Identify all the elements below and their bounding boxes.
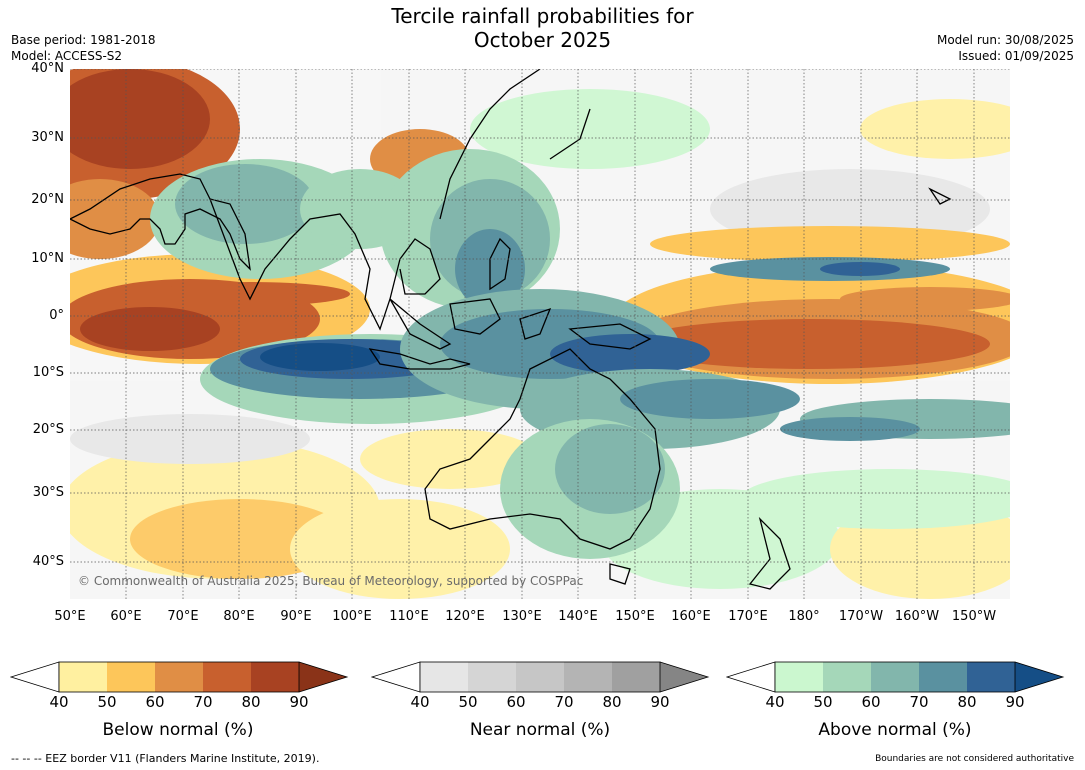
issued-date: Issued: 01/09/2025 [958, 49, 1074, 63]
eez-border-note: -- -- -- EEZ border V11 (Flanders Marine… [11, 752, 320, 765]
colorbar-tick: 70 [554, 693, 574, 711]
meta-left: Base period: 1981-2018 Model: ACCESS-S2 [11, 32, 156, 64]
lon-label: 180° [788, 609, 820, 624]
colorbar-swatch [775, 662, 823, 692]
lat-label: 10°S [32, 365, 64, 380]
gridlines [70, 69, 1010, 599]
colorbar-tick: 50 [458, 693, 478, 711]
copyright-notice: © Commonwealth of Australia 2025, Bureau… [78, 574, 584, 588]
colorbar-swatch [107, 662, 155, 692]
map-canvas [70, 69, 1010, 599]
colorbar-title-below: Below normal (%) [102, 720, 254, 740]
colorbar-tick: 80 [602, 693, 622, 711]
title-line-2: October 2025 [473, 28, 612, 52]
colorbar-tick: 40 [49, 693, 69, 711]
lon-label: 50°E [54, 609, 86, 624]
model-name: Model: ACCESS-S2 [11, 49, 123, 63]
colorbar-swatch [516, 662, 564, 692]
colorbar-swatch [871, 662, 919, 692]
colorbar-tick: 90 [289, 693, 309, 711]
colorbar-tick: 40 [410, 693, 430, 711]
colorbar-swatch [919, 662, 967, 692]
colorbar-above-swatches [726, 661, 1065, 693]
lat-label: 30°N [31, 130, 64, 145]
colorbar-swatch [612, 662, 660, 692]
colorbar-tick: 40 [765, 693, 785, 711]
lon-label: 170°E [728, 609, 768, 624]
base-period: Base period: 1981-2018 [11, 33, 156, 47]
lon-label: 90°E [280, 609, 312, 624]
wet-patches-pacific [710, 257, 1010, 441]
dry-band-pacific [610, 226, 1010, 384]
colorbar-end-arrow-right [299, 662, 347, 692]
probability-map [70, 69, 1010, 599]
map-title: Tercile rainfall probabilities for Octob… [0, 4, 1085, 52]
colorbar-near-swatches [371, 661, 710, 693]
model-run: Model run: 30/08/2025 [936, 33, 1074, 47]
colorbar-tick: 60 [861, 693, 881, 711]
colorbar-end-arrow-right [1015, 662, 1063, 692]
colorbar-tick: 50 [97, 693, 117, 711]
lon-label: 170°W [838, 609, 884, 624]
meta-right: Model run: 30/08/2025 Issued: 01/09/2025 [937, 32, 1074, 64]
colorbar-swatch [155, 662, 203, 692]
lat-label: 30°S [32, 485, 64, 500]
colorbar-swatch [203, 662, 251, 692]
lon-label: 130°E [502, 609, 542, 624]
lon-label: 80°E [223, 609, 255, 624]
lon-label: 150°W [951, 609, 997, 624]
colorbar-swatch [59, 662, 107, 692]
colorbar-tick: 90 [1005, 693, 1025, 711]
colorbar-below-swatches [10, 661, 349, 693]
colorbar-tick: 70 [909, 693, 929, 711]
colorbar-swatch [967, 662, 1015, 692]
colorbar-swatch [251, 662, 299, 692]
colorbar-end-arrow-left [371, 661, 421, 693]
coastlines [70, 69, 952, 590]
colorbar-end-arrow-left [726, 661, 776, 693]
lat-label: 40°S [32, 554, 64, 569]
colorbar-end-arrow-right [660, 662, 708, 692]
colorbar-title-near: Near normal (%) [469, 720, 611, 740]
colorbar-swatch [564, 662, 612, 692]
dry-band-equatorial-indian [70, 254, 370, 364]
lon-label: 150°E [615, 609, 655, 624]
colorbar-tick: 80 [957, 693, 977, 711]
colorbar-swatch [823, 662, 871, 692]
lat-label: 0° [49, 308, 64, 323]
lon-label: 70°E [167, 609, 199, 624]
colorbar-end-arrow-left [10, 661, 60, 693]
lon-label: 100°E [332, 609, 372, 624]
colorbar-title-above: Above normal (%) [818, 720, 972, 740]
lat-label: 20°N [31, 192, 64, 207]
lon-label: 120°E [445, 609, 485, 624]
lon-label: 160°W [894, 609, 940, 624]
title-line-1: Tercile rainfall probabilities for [391, 4, 694, 28]
lon-label: 140°E [558, 609, 598, 624]
boundary-disclaimer: Boundaries are not considered authoritat… [875, 754, 1074, 764]
lat-label: 20°S [32, 422, 64, 437]
lon-label: 60°E [110, 609, 142, 624]
colorbar-tick: 60 [506, 693, 526, 711]
lon-label: 110°E [389, 609, 429, 624]
colorbar-swatch [420, 662, 468, 692]
lon-label: 160°E [671, 609, 711, 624]
colorbar-tick: 90 [650, 693, 670, 711]
lat-label: 10°N [31, 251, 64, 266]
colorbar-tick: 50 [813, 693, 833, 711]
wet-region-australia [500, 419, 680, 559]
dry-region-northwest [70, 69, 240, 259]
colorbar-tick: 80 [241, 693, 261, 711]
colorbar-swatch [468, 662, 516, 692]
colorbar-tick: 70 [193, 693, 213, 711]
colorbar-tick: 60 [145, 693, 165, 711]
lat-label: 40°N [31, 61, 64, 76]
